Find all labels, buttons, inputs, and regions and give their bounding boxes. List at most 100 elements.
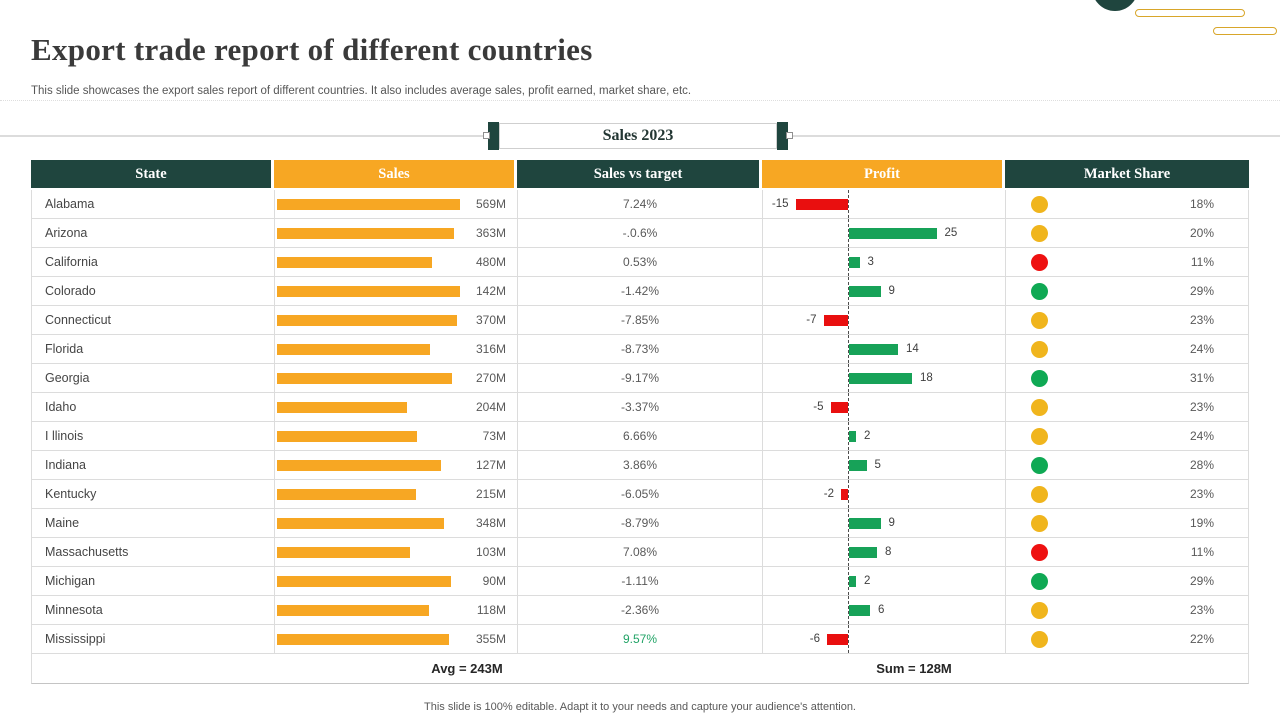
table-row: Indiana 127M 3.86% 5 28% xyxy=(31,451,1249,480)
profit-value: -7 xyxy=(806,314,817,326)
market-share-dot-icon xyxy=(1031,312,1048,329)
market-share-value: 31% xyxy=(1189,371,1214,385)
average-sales-label: Avg = 243M xyxy=(431,661,503,676)
profit-value: -5 xyxy=(813,401,824,413)
market-share-value: 28% xyxy=(1189,458,1214,472)
sales-vs-target-value: 9.57% xyxy=(622,632,658,646)
sales-bar xyxy=(277,228,454,239)
sales-vs-target-cell: -6.05% xyxy=(518,480,763,508)
profit-cell: -5 xyxy=(763,393,1006,421)
sales-bar xyxy=(277,286,460,297)
table-row: Georgia 270M -9.17% 18 31% xyxy=(31,364,1249,393)
sales-value: 355M xyxy=(475,632,506,646)
state-cell: Maine xyxy=(32,509,275,537)
state-cell: Mississippi xyxy=(32,625,275,653)
sales-bar xyxy=(277,605,429,616)
market-share-cell: 24% xyxy=(1006,422,1250,450)
state-name: Georgia xyxy=(45,371,90,385)
sales-bar xyxy=(277,576,451,587)
market-share-value: 24% xyxy=(1189,429,1214,443)
table-row: California 480M 0.53% 3 11% xyxy=(31,248,1249,277)
zero-axis-line xyxy=(848,277,849,305)
sales-value: 118M xyxy=(476,603,506,617)
zero-axis-line xyxy=(848,451,849,479)
sales-bar xyxy=(277,373,452,384)
table-row: Kentucky 215M -6.05% -2 23% xyxy=(31,480,1249,509)
market-share-dot-icon xyxy=(1031,283,1048,300)
zero-axis-line xyxy=(848,422,849,450)
state-cell: Georgia xyxy=(32,364,275,392)
profit-cell: 5 xyxy=(763,451,1006,479)
profit-cell: 6 xyxy=(763,596,1006,624)
sales-vs-target-cell: 9.57% xyxy=(518,625,763,653)
market-share-dot-icon xyxy=(1031,341,1048,358)
sales-vs-target-value: -3.37% xyxy=(620,400,660,414)
tag-right-handle[interactable] xyxy=(777,122,793,150)
profit-cell: 14 xyxy=(763,335,1006,363)
resize-knob-icon[interactable] xyxy=(786,132,793,139)
table-row: Minnesota 118M -2.36% 6 23% xyxy=(31,596,1249,625)
sales-vs-target-cell: 7.24% xyxy=(518,190,763,218)
sales-cell: 215M xyxy=(275,480,518,508)
sales-value: 204M xyxy=(475,400,506,414)
profit-bar xyxy=(849,460,867,471)
sales-value: 363M xyxy=(475,226,506,240)
sales-cell: 127M xyxy=(275,451,518,479)
state-name: Idaho xyxy=(45,400,77,414)
state-name: Maine xyxy=(45,516,80,530)
tag-left-handle[interactable] xyxy=(483,122,499,150)
state-name: Minnesota xyxy=(45,603,103,617)
state-cell: Idaho xyxy=(32,393,275,421)
sales-bar xyxy=(277,199,460,210)
sales-bar xyxy=(277,257,432,268)
sales-vs-target-cell: -1.11% xyxy=(518,567,763,595)
zero-axis-line xyxy=(848,509,849,537)
slide-subtitle: This slide showcases the export sales re… xyxy=(31,85,692,97)
state-name: California xyxy=(45,255,98,269)
sales-vs-target-value: -1.42% xyxy=(620,284,660,298)
zero-axis-line xyxy=(848,538,849,566)
profit-bar xyxy=(849,576,856,587)
sales-2023-tag[interactable]: Sales 2023 xyxy=(499,123,777,149)
sales-bar xyxy=(277,402,407,413)
logo-line-icon xyxy=(1213,27,1277,35)
state-name: Connecticut xyxy=(45,313,112,327)
profit-value: 6 xyxy=(878,604,885,616)
column-header-profit: Profit xyxy=(762,160,1005,188)
market-share-value: 20% xyxy=(1189,226,1214,240)
market-share-dot-icon xyxy=(1031,399,1048,416)
sales-vs-target-value: 3.86% xyxy=(622,458,658,472)
sales-value: 90M xyxy=(482,574,506,588)
sales-value: 316M xyxy=(475,342,506,356)
zero-axis-line xyxy=(848,248,849,276)
profit-value: 2 xyxy=(864,575,871,587)
profit-cell: 9 xyxy=(763,509,1006,537)
state-name: Indiana xyxy=(45,458,87,472)
sales-vs-target-value: -.0.6% xyxy=(622,226,658,240)
page-title: Export trade report of different countri… xyxy=(31,32,593,67)
sales-cell: 73M xyxy=(275,422,518,450)
zero-axis-line xyxy=(848,364,849,392)
resize-knob-icon[interactable] xyxy=(483,132,490,139)
zero-axis-line xyxy=(848,393,849,421)
state-cell: Kentucky xyxy=(32,480,275,508)
state-cell: Massachusetts xyxy=(32,538,275,566)
market-share-dot-icon xyxy=(1031,486,1048,503)
sales-vs-target-value: -8.73% xyxy=(620,342,660,356)
table-row: Colorado 142M -1.42% 9 29% xyxy=(31,277,1249,306)
profit-bar xyxy=(849,605,870,616)
state-name: Arizona xyxy=(45,226,88,240)
sales-value: 480M xyxy=(475,255,506,269)
zero-axis-line xyxy=(848,306,849,334)
table-row: Florida 316M -8.73% 14 24% xyxy=(31,335,1249,364)
state-cell: Connecticut xyxy=(32,306,275,334)
market-share-cell: 23% xyxy=(1006,480,1250,508)
profit-bar xyxy=(849,228,937,239)
market-share-value: 11% xyxy=(1190,545,1214,559)
state-name: Colorado xyxy=(45,284,96,298)
table-body: Alabama 569M 7.24% -15 18% Arizona 363M -.0.6% 2… xyxy=(31,190,1249,654)
sales-bar xyxy=(277,489,416,500)
sales-cell: 118M xyxy=(275,596,518,624)
logo-line-icon xyxy=(1135,9,1245,17)
export-table: State Sales Sales vs target Profit Marke… xyxy=(31,160,1249,684)
